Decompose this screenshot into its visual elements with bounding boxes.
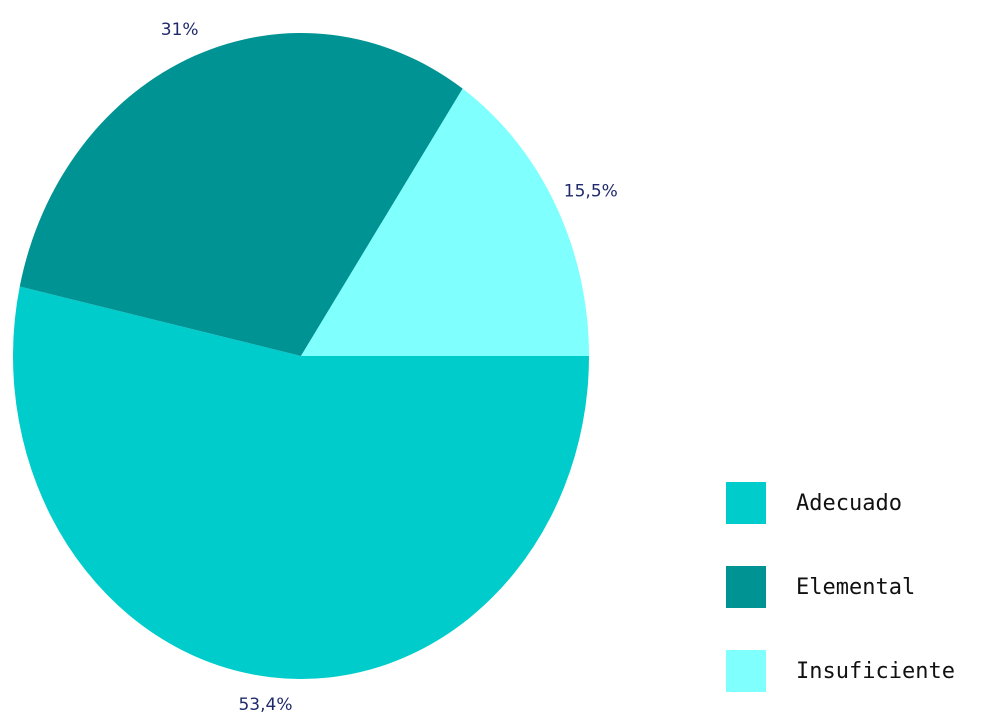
legend-swatch-elemental	[726, 566, 766, 608]
legend-label-insuficiente: Insuficiente	[796, 659, 955, 684]
legend-swatch-adecuado	[726, 482, 766, 524]
data-label-elemental: 31%	[161, 20, 199, 40]
data-label-adecuado: 53,4%	[238, 695, 292, 715]
data-label-insuficiente: 15,5%	[564, 182, 618, 202]
legend-label-elemental: Elemental	[796, 575, 915, 600]
pie-data-labels: 53,4% 31% 15,5%	[161, 20, 618, 715]
chart-legend: Adecuado Elemental Insuficiente	[726, 482, 955, 692]
pie-slice-adecuado	[13, 286, 590, 679]
pie-slice-insuficiente	[301, 88, 589, 357]
legend-label-adecuado: Adecuado	[796, 491, 902, 516]
pie-slice-elemental	[19, 32, 463, 356]
legend-swatch-insuficiente	[726, 650, 766, 692]
pie-slices	[13, 32, 590, 679]
